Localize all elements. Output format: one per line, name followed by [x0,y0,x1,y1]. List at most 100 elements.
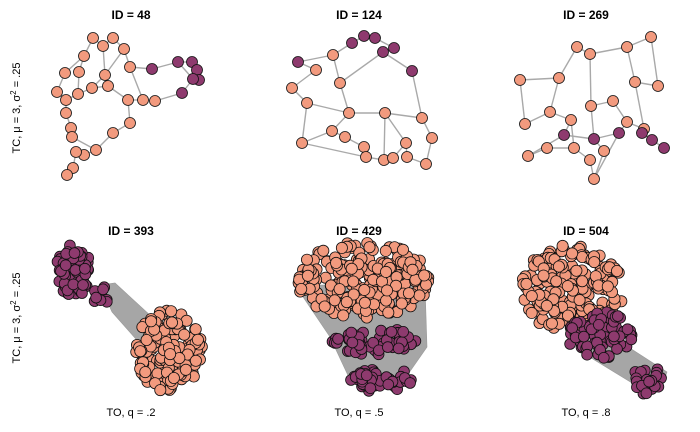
network-panel-2 [286,30,438,170]
network-node-light [347,288,360,301]
network-node-light [621,41,633,53]
network-node-light [396,243,409,256]
network-node-dark [381,341,394,353]
panel-title-4: ID = 393 [108,224,154,238]
network-node-dark [613,127,625,139]
network-edge [519,77,560,81]
network-node-light [561,280,574,293]
network-node-dark [369,32,381,44]
network-node-light [387,152,399,164]
panel-title-1: ID = 48 [111,8,150,22]
network-node-light [165,305,178,318]
network-node-dark [406,65,418,77]
network-node-light [72,88,84,100]
network-node-light [571,41,583,53]
network-node-light [360,151,372,163]
network-node-dark [90,291,102,304]
network-node-dark [577,330,590,343]
network-node-dark [643,375,655,388]
network-node-dark [364,382,377,395]
network-node-light [164,348,177,361]
network-node-light [525,290,538,303]
network-node-light [340,296,353,309]
network-edge [589,46,628,55]
network-node-light [358,296,371,309]
network-edge [411,70,423,119]
network-node-dark [69,264,82,276]
network-node-light [413,289,426,302]
network-node-dark [59,259,72,272]
row-label-bottom: TC, μ = 3, σ2 = .25 [9,273,23,364]
network-edge [650,36,659,87]
network-node-light [301,97,313,109]
network-node-light [165,316,178,329]
network-node-dark [346,37,358,49]
network-node-dark [581,348,593,361]
network-node-light [70,146,82,158]
network-node-light [90,144,102,156]
network-panel-6 [517,239,668,400]
network-node-light [552,260,565,273]
network-node-dark [640,387,653,400]
network-node-light [380,284,393,297]
network-node-dark [146,63,158,75]
network-node-light [87,32,99,44]
network-node-light [328,294,341,307]
network-node-dark [77,279,89,291]
network-node-light [568,142,580,154]
network-node-dark [67,278,80,291]
network-node-dark [621,323,634,336]
network-node-light [607,95,619,107]
network-node-dark [397,325,410,338]
network-node-light [379,107,391,119]
network-node-light [61,169,73,181]
network-node-light [584,154,596,166]
network-node-light [335,241,348,254]
network-node-light [99,69,111,81]
network-node-light [337,309,350,322]
network-node-light [363,241,376,254]
network-node-dark [608,330,620,343]
network-node-dark [346,336,359,349]
network-node-dark [388,42,400,54]
network-panel-5 [292,237,435,397]
network-edge [129,66,144,101]
network-node-light [522,150,534,162]
network-edge [626,46,636,83]
network-panel-1 [51,32,205,181]
network-node-light [330,256,343,269]
network-node-light [86,82,98,94]
network-node-light [102,80,114,92]
network-node-dark [358,30,370,42]
network-node-light [514,74,526,86]
network-edge [339,51,384,84]
network-node-light [51,86,63,98]
network-node-light [134,345,147,358]
network-node-light [550,275,563,288]
network-node-light [584,48,596,60]
network-node-light [122,94,134,106]
network-node-light [59,67,71,79]
network-node-dark [588,133,600,145]
network-node-dark [172,56,184,68]
network-node-light [416,112,428,124]
network-node-light [401,151,413,163]
network-node-light [379,265,392,278]
network-node-light [107,32,119,44]
network-node-light [544,106,556,118]
network-node-dark [392,342,405,355]
network-node-light [347,275,360,288]
network-node-light [588,256,601,269]
network-node-light [189,323,202,336]
network-node-dark [360,369,373,382]
network-node-light [652,80,664,92]
network-node-light [73,66,85,78]
network-node-light [97,40,109,52]
network-node-light [585,100,597,112]
panel-title-5: ID = 429 [336,224,382,238]
network-node-light [60,107,72,119]
network-node-light [296,137,308,149]
network-node-light [358,141,370,153]
network-node-dark [558,129,570,141]
